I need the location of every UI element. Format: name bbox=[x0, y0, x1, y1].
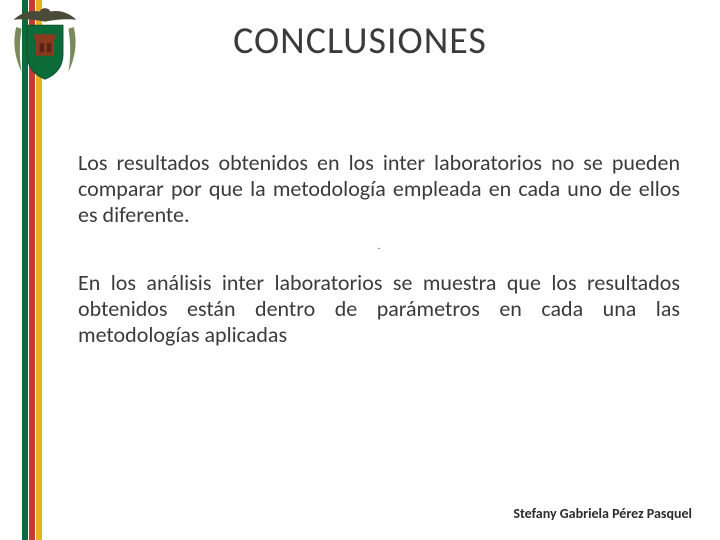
slide: CONCLUSIONES Los resultados obtenidos en… bbox=[0, 0, 720, 540]
page-title: CONCLUSIONES bbox=[0, 18, 720, 64]
paragraph-2: En los análisis inter laboratorios se mu… bbox=[78, 270, 680, 348]
author-name: Stefany Gabriela Pérez Pasquel bbox=[513, 505, 692, 522]
paragraph-1: Los resultados obtenidos en los inter la… bbox=[78, 150, 680, 228]
separator-dot: . bbox=[78, 240, 680, 252]
body-text: Los resultados obtenidos en los inter la… bbox=[78, 150, 680, 380]
